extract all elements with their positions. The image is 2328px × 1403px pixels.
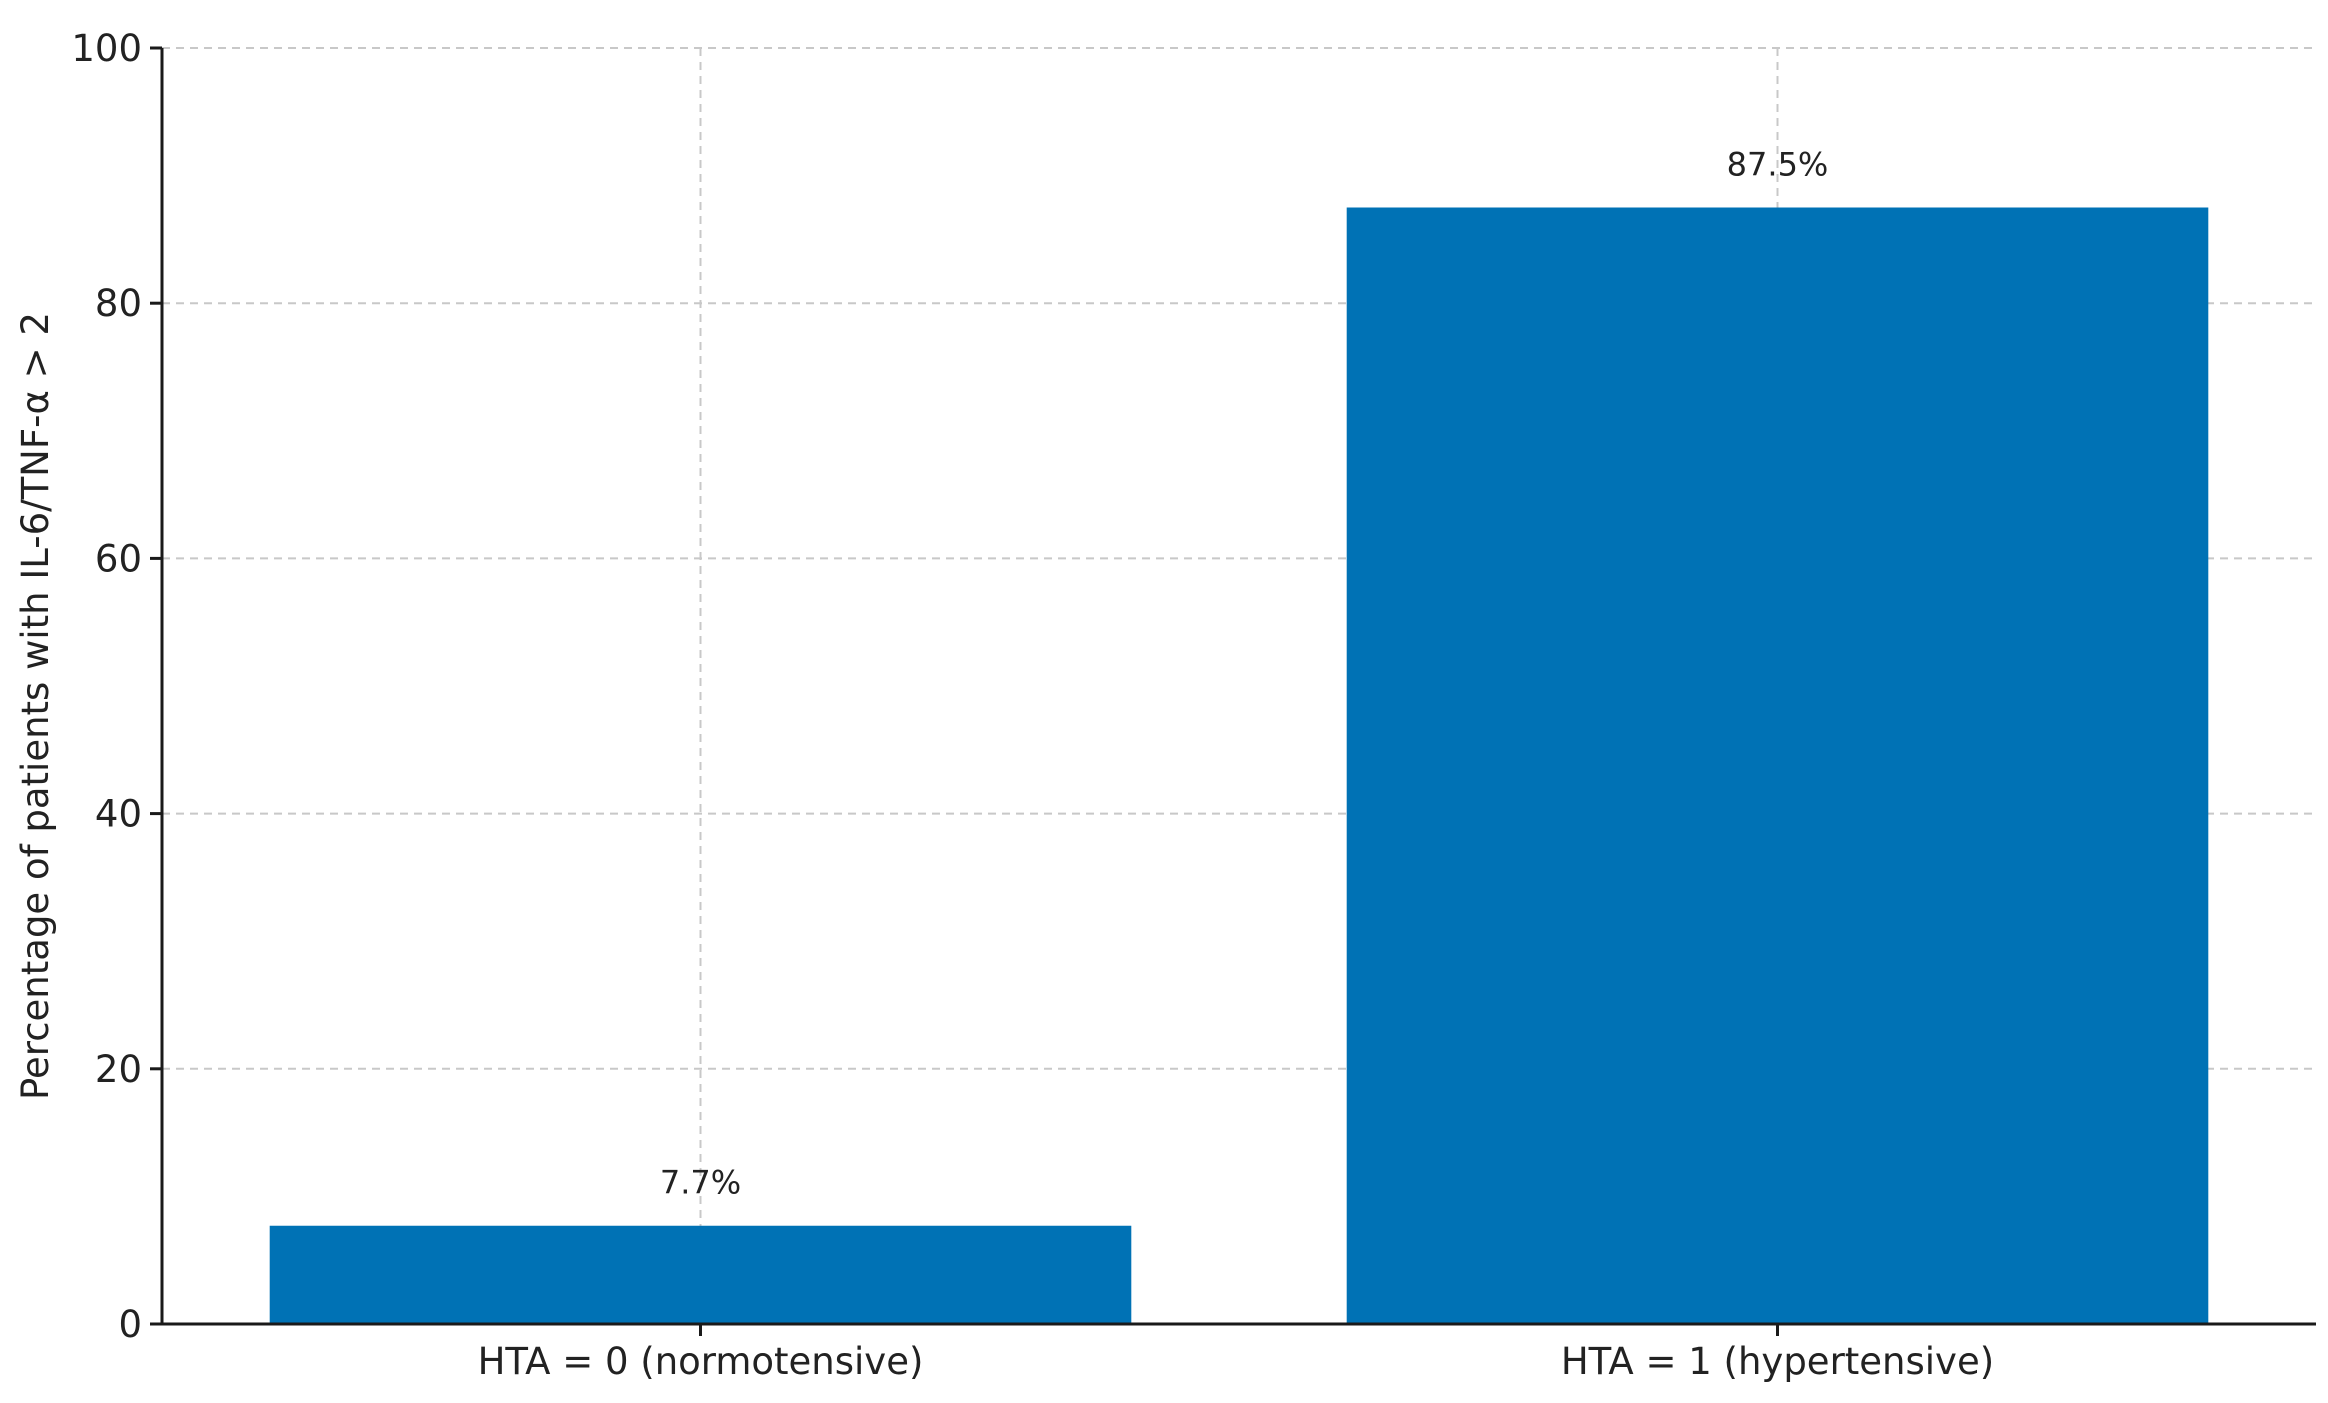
y-tick-label: 60 xyxy=(95,537,142,580)
bar-value-label: 7.7% xyxy=(660,1164,741,1202)
x-tick-label: HTA = 0 (normotensive) xyxy=(478,1340,924,1383)
axes xyxy=(160,48,2316,1326)
bar xyxy=(1346,207,2209,1324)
y-axis-title: Percentage of patients with IL-6/TNF-α >… xyxy=(14,312,57,1100)
y-tick-label: 40 xyxy=(95,793,142,836)
y-tick-label: 0 xyxy=(118,1303,142,1346)
data-labels: 7.7% 87.5% xyxy=(660,146,1828,1202)
bar-value-label: 87.5% xyxy=(1727,146,1829,184)
bar xyxy=(269,1225,1132,1324)
x-tick-label: HTA = 1 (hypertensive) xyxy=(1561,1340,1994,1383)
bars xyxy=(269,207,2209,1324)
x-tick-labels: HTA = 0 (normotensive) HTA = 1 (hypertens… xyxy=(478,1324,1994,1383)
y-tick-labels: 0 20 40 60 80 100 xyxy=(71,27,162,1346)
y-tick-label: 100 xyxy=(71,27,142,70)
y-tick-label: 20 xyxy=(95,1048,142,1091)
y-tick-label: 80 xyxy=(95,282,142,325)
